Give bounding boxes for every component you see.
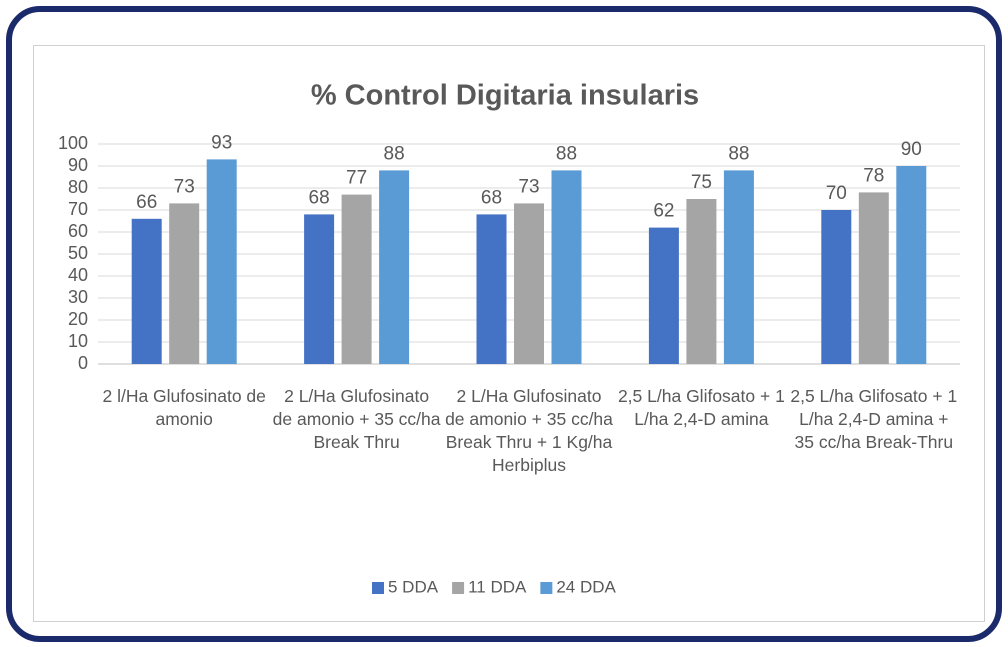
bar [858, 192, 889, 364]
y-tick-label: 60 [68, 221, 88, 241]
bar [379, 170, 410, 364]
bar [686, 199, 717, 364]
x-tick-label: 2,5 L/ha Glifosato + 1 L/ha 2,4-D amina [617, 386, 785, 429]
y-tick-label: 40 [68, 265, 88, 285]
data-label: 75 [691, 172, 712, 193]
bar [896, 166, 927, 364]
bar [551, 170, 582, 364]
data-label: 62 [653, 201, 674, 222]
x-tick-label: 2 L/Ha Glufosinato de amonio + 35 cc/ha … [272, 386, 441, 452]
frame [6, 6, 1002, 642]
bar [514, 203, 544, 364]
data-label: 73 [174, 176, 195, 197]
y-tick-label: 100 [58, 133, 88, 153]
y-tick-label: 80 [68, 177, 88, 197]
data-label: 88 [384, 143, 405, 164]
x-tick-label: 2,5 L/ha Glifosato + 1 L/ha 2,4-D amina … [790, 386, 958, 452]
y-tick-label: 0 [78, 353, 88, 373]
y-tick-label: 50 [68, 243, 88, 263]
bar [476, 214, 507, 364]
data-label: 88 [728, 143, 749, 164]
legend-label: 5 DDA [388, 577, 439, 596]
bar [304, 214, 335, 364]
legend-swatch [372, 582, 384, 594]
legend-label: 24 DDA [556, 577, 616, 596]
legend-swatch [540, 582, 553, 594]
y-tick-label: 20 [68, 309, 88, 329]
data-label: 70 [826, 183, 847, 204]
data-label: 66 [136, 192, 157, 213]
data-label: 68 [481, 187, 502, 208]
y-tick-label: 90 [68, 155, 88, 175]
legend-label: 11 DDA [468, 577, 527, 596]
y-tick-label: 30 [68, 287, 88, 307]
chart-title: % Control Digitaria insularis [311, 80, 699, 112]
data-label: 68 [309, 187, 330, 208]
chart-area [33, 45, 985, 622]
data-label: 77 [346, 168, 367, 189]
data-label: 90 [901, 139, 922, 160]
bar [131, 218, 162, 364]
bar [821, 210, 852, 364]
data-label: 78 [863, 165, 884, 186]
y-tick-label: 10 [68, 331, 88, 351]
y-tick-label: 70 [68, 199, 88, 219]
data-label: 88 [556, 143, 577, 164]
bar [169, 203, 200, 364]
bar [341, 194, 372, 364]
bar [648, 227, 679, 364]
x-tick-label: 2 L/Ha Glufosinato de amonio + 35 cc/ha … [445, 386, 613, 475]
legend-swatch [452, 582, 465, 594]
data-label: 73 [518, 176, 539, 197]
x-tick-label: 2 l/Ha Glufosinato de amonio [102, 386, 266, 429]
bar [723, 170, 754, 364]
bar [206, 159, 237, 364]
data-label: 93 [211, 132, 232, 153]
